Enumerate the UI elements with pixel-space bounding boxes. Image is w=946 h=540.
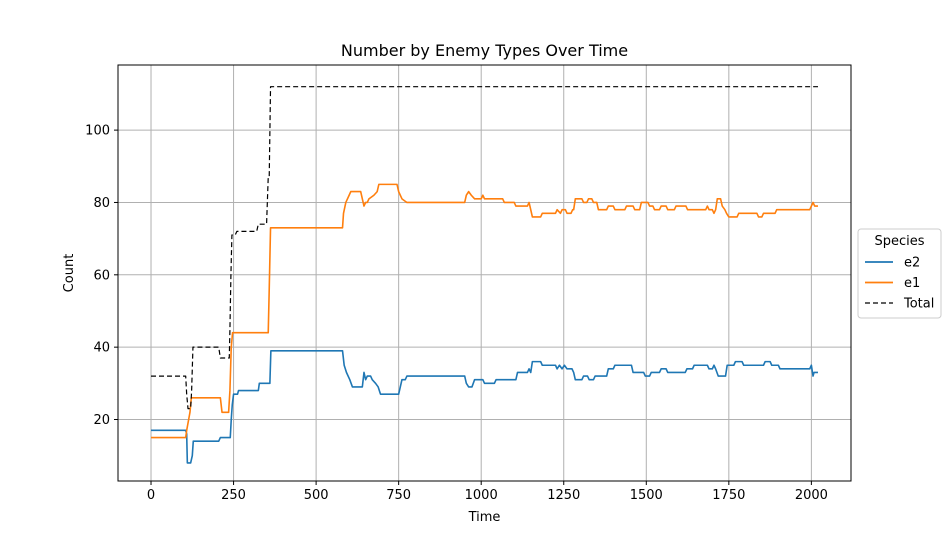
grid-lines xyxy=(118,65,851,481)
x-tick-label: 500 xyxy=(304,488,329,503)
series-lines xyxy=(151,86,818,464)
legend-title: Species xyxy=(874,234,924,249)
chart-title: Number by Enemy Types Over Time xyxy=(341,41,628,60)
x-tick-label: 2000 xyxy=(795,488,828,503)
y-tick-label: 40 xyxy=(93,341,110,356)
y-tick-label: 100 xyxy=(85,124,110,139)
y-tick-label: 20 xyxy=(93,413,110,428)
x-tick-label: 250 xyxy=(221,488,246,503)
y-axis-label: Count xyxy=(62,254,77,293)
x-tick-label: 1500 xyxy=(630,488,663,503)
y-tick-label: 80 xyxy=(93,196,110,211)
plot-frame xyxy=(117,64,852,482)
legend-box xyxy=(857,228,942,319)
legend-label-total: Total xyxy=(903,297,934,312)
x-tick-label: 1250 xyxy=(547,488,580,503)
x-tick-label: 750 xyxy=(386,488,411,503)
x-tick-label: 0 xyxy=(147,488,155,503)
x-tick-label: 1000 xyxy=(465,488,498,503)
x-axis-label: Time xyxy=(468,510,501,525)
legend: Species e2 e1 Total xyxy=(857,228,942,319)
legend-label-e2: e2 xyxy=(904,256,920,271)
y-tick-label: 60 xyxy=(93,268,110,283)
x-tick-label: 1750 xyxy=(712,488,745,503)
series-line-e1 xyxy=(151,183,818,439)
y-axis-ticks: 20 40 60 80 100 xyxy=(85,124,118,428)
series-line-total xyxy=(151,86,818,410)
x-axis-ticks: 0 250 500 750 1000 1250 1500 1750 2000 xyxy=(147,481,828,503)
legend-label-e1: e1 xyxy=(904,276,920,291)
series-line-e2 xyxy=(151,349,818,464)
